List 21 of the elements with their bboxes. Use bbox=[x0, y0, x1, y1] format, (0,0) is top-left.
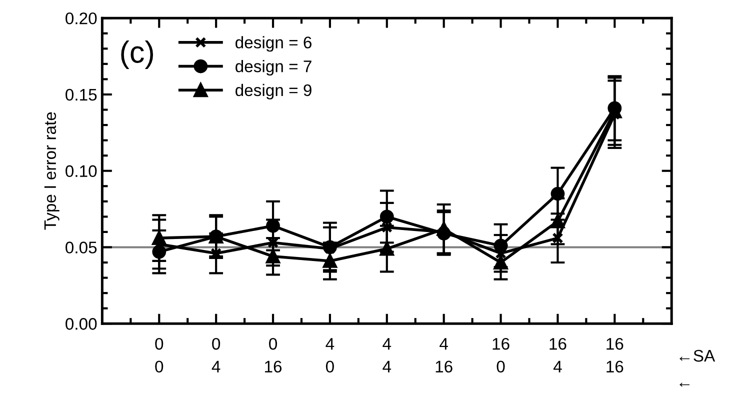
text: ← bbox=[680, 382, 690, 387]
x-tick-label: 16 0 bbox=[492, 338, 510, 373]
x-tick-label: 0 4 bbox=[212, 338, 220, 372]
y-axis-title: Type I error rate bbox=[44, 112, 60, 230]
x-tick-label: 4 4 bbox=[382, 338, 392, 372]
y-tick-label: 0.10 bbox=[66, 165, 97, 178]
y-tick-label: 0.05 bbox=[66, 242, 97, 254]
legend-label: design = 6 bbox=[236, 36, 312, 52]
annotation: (c) bbox=[121, 40, 154, 69]
y-tick-label: 0.20 bbox=[66, 12, 97, 24]
y-tick-label: 0.15 bbox=[66, 88, 97, 101]
x-tick-label: 16 4 bbox=[550, 338, 566, 372]
legend-label: design = 9 bbox=[236, 84, 312, 100]
x-tick-label: 16 16 bbox=[606, 338, 624, 373]
y-tick-label: 0.00 bbox=[66, 318, 97, 330]
x-tick-label: 4 16 bbox=[436, 338, 452, 373]
legend-label: design = 7 bbox=[236, 60, 312, 76]
text: ←SA bbox=[680, 350, 716, 362]
x-tick-label: 0 0 bbox=[155, 338, 164, 373]
x-tick-label: 0 16 bbox=[265, 338, 282, 373]
x-tick-label: 4 0 bbox=[326, 338, 334, 373]
